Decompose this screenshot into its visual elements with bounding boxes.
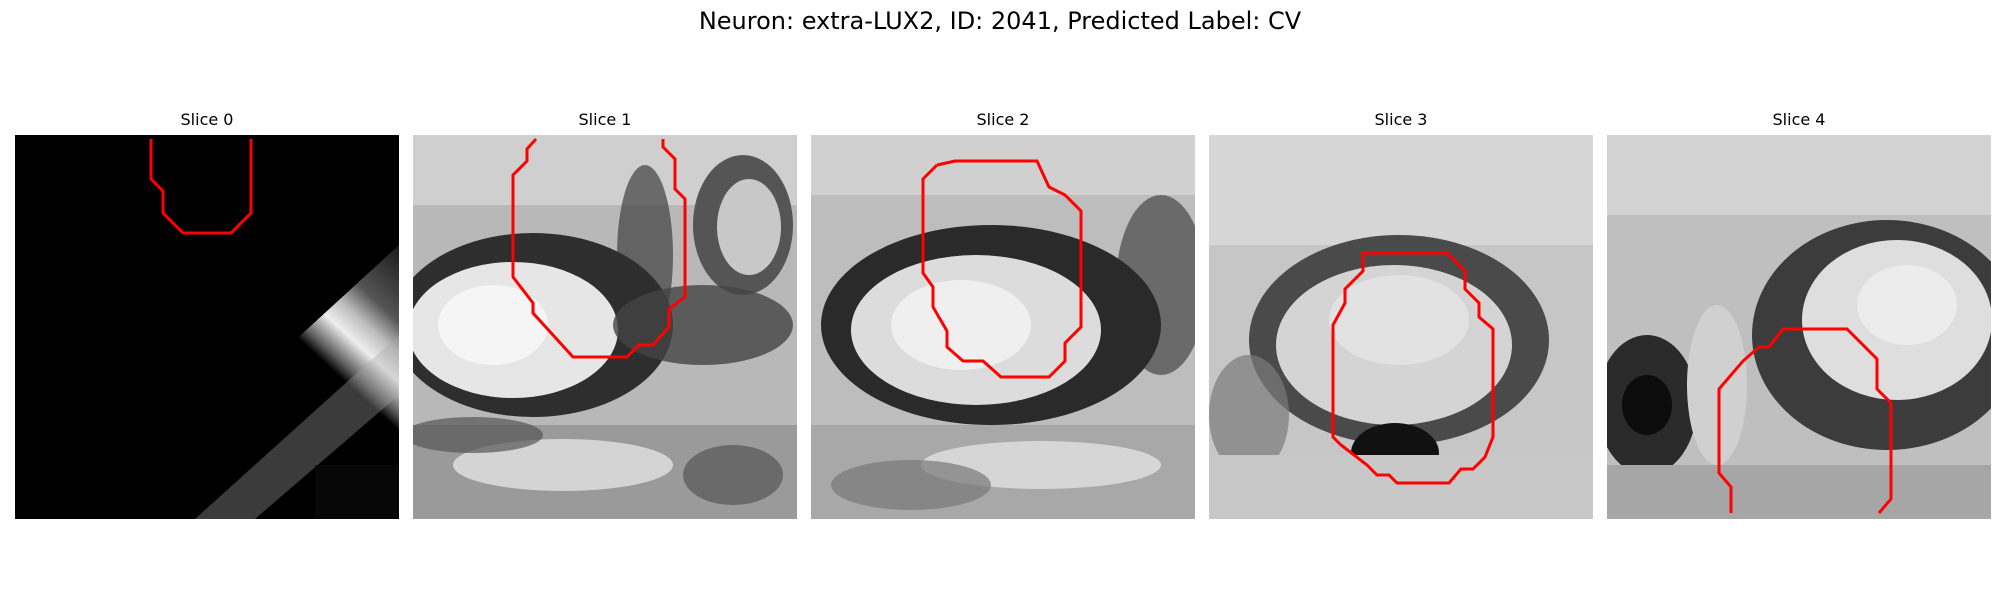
slice-title: Slice 3 — [1374, 110, 1428, 129]
figure-title: Neuron: extra-LUX2, ID: 2041, Predicted … — [698, 7, 1302, 35]
slice-title: Slice 0 — [180, 110, 234, 129]
slice-image — [413, 135, 797, 519]
slice-panel-4: Slice 4 — [1607, 108, 1991, 520]
slice-image — [811, 135, 1195, 519]
slice-title: Slice 4 — [1772, 110, 1826, 129]
slice-title: Slice 2 — [976, 110, 1030, 129]
contour-outline — [511, 137, 687, 359]
contour-outline — [1331, 251, 1495, 485]
contour-outline — [921, 159, 1083, 379]
slice-image — [1607, 135, 1991, 519]
slice-title: Slice 1 — [578, 110, 632, 129]
slice-panel-2: Slice 2 — [811, 108, 1195, 520]
slice-image — [15, 135, 399, 519]
slice-panel-0: Slice 0 — [15, 108, 399, 520]
slice-image — [1209, 135, 1593, 519]
slice-panel-1: Slice 1 — [413, 108, 797, 520]
slice-panel-3: Slice 3 — [1209, 108, 1593, 520]
contour-outline — [1717, 327, 1893, 514]
contour-outline — [149, 139, 253, 235]
